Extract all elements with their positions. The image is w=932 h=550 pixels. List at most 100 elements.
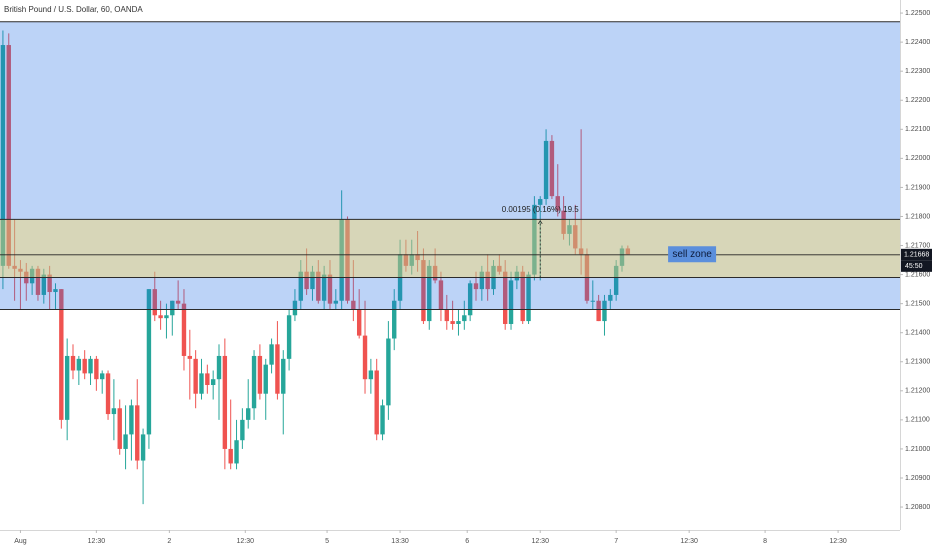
candle-body — [281, 358, 286, 394]
y-tick-label: 1.22500 — [905, 10, 930, 17]
candle-body — [538, 199, 543, 205]
candle-body — [403, 254, 409, 266]
candle-body — [415, 254, 420, 261]
zone-label-box — [668, 246, 717, 263]
y-tick-label: 1.21600 — [905, 271, 930, 278]
candle-body — [374, 370, 379, 435]
candle-body — [427, 265, 432, 322]
candle-body — [526, 274, 531, 322]
candle-body — [246, 408, 251, 420]
x-tick-label: 7 — [614, 538, 618, 545]
candle-body — [234, 440, 239, 464]
candle-body — [187, 355, 193, 359]
candle-body — [111, 408, 117, 415]
candle-body — [41, 274, 47, 295]
candle-body — [257, 355, 263, 394]
plot-area — [0, 21, 900, 505]
candle-body — [327, 274, 333, 304]
candle-body — [333, 300, 339, 304]
x-tick-label: 12:30 — [88, 538, 106, 545]
y-tick-label: 1.22400 — [905, 39, 930, 46]
price-label-box — [901, 248, 932, 261]
candle-body — [514, 271, 520, 281]
candle-body — [222, 355, 228, 449]
y-tick-label: 1.21400 — [905, 330, 930, 337]
candle-body — [625, 248, 631, 255]
candle-body — [421, 260, 426, 322]
y-tick-label: 1.21500 — [905, 300, 930, 307]
candle-body — [216, 355, 222, 380]
candle-body — [35, 268, 41, 295]
x-tick-label: 12:30 — [531, 538, 549, 545]
candle-body — [310, 271, 315, 290]
candle-body — [170, 300, 175, 316]
candle-body — [432, 265, 438, 281]
candle-body — [123, 434, 128, 449]
candle-body — [555, 196, 560, 211]
x-tick-label: 8 — [763, 538, 767, 545]
candle-body — [105, 373, 111, 415]
candle-body — [543, 140, 549, 200]
y-tick-label: 1.21900 — [905, 184, 930, 191]
candle-body — [386, 338, 391, 406]
candle-body — [0, 45, 6, 266]
candle-body — [228, 448, 233, 464]
candle-body — [321, 274, 327, 301]
candle-body — [59, 289, 64, 420]
candle-body — [286, 315, 292, 359]
x-tick-label: 2 — [167, 538, 171, 545]
candle-body — [146, 289, 152, 435]
candle-body — [64, 355, 70, 420]
candle-body — [613, 265, 619, 295]
y-tick-label: 1.21000 — [905, 446, 930, 453]
chart-title: British Pound / U.S. Dollar, 60, OANDA — [4, 5, 143, 14]
candle-body — [240, 419, 245, 441]
candle-body — [76, 358, 82, 371]
candle-body — [549, 140, 555, 197]
candle-body — [263, 364, 268, 394]
x-tick-label: 12:30 — [237, 538, 255, 545]
candle-body — [164, 315, 169, 319]
zone-label: sell zone — [672, 249, 712, 260]
candle-body — [181, 303, 187, 356]
candle-body — [316, 271, 321, 301]
candle-body — [135, 405, 140, 461]
y-tick-label: 1.22000 — [905, 155, 930, 162]
y-tick-label: 1.21200 — [905, 388, 930, 395]
y-tick-label: 1.21100 — [905, 417, 930, 424]
measure-label: 0.00195 (0.16%) 19.5 — [502, 205, 579, 214]
candle-body — [345, 219, 350, 301]
candle-body — [368, 370, 374, 380]
y-tick-label: 1.22300 — [905, 68, 930, 75]
zone — [0, 21, 900, 310]
candle-body — [409, 254, 414, 266]
candle-body — [269, 344, 274, 365]
candle-body — [602, 300, 607, 322]
x-tick-label: 13:30 — [391, 538, 409, 545]
x-tick-label: 12:30 — [829, 538, 847, 545]
candle-body — [608, 294, 613, 301]
countdown: 45:50 — [905, 263, 923, 270]
candle-body — [467, 283, 473, 316]
candle-body — [100, 373, 105, 380]
y-tick-label: 1.22100 — [905, 126, 930, 133]
x-tick-label: 12:30 — [680, 538, 698, 545]
candle-body — [450, 321, 455, 324]
candle-body — [479, 271, 485, 290]
candle-body — [596, 300, 601, 322]
candle-body — [444, 309, 449, 322]
candle-body — [193, 358, 198, 394]
candle-body — [18, 268, 23, 272]
candle-body — [205, 373, 210, 386]
candle-body — [251, 355, 257, 409]
candle-body — [473, 283, 479, 290]
candle-body — [532, 204, 537, 275]
candle-body — [199, 373, 204, 394]
candle-body — [304, 271, 309, 290]
candle-body — [47, 274, 52, 293]
candle-body — [356, 309, 362, 336]
candle-body — [82, 358, 87, 374]
candle-body — [94, 358, 99, 380]
